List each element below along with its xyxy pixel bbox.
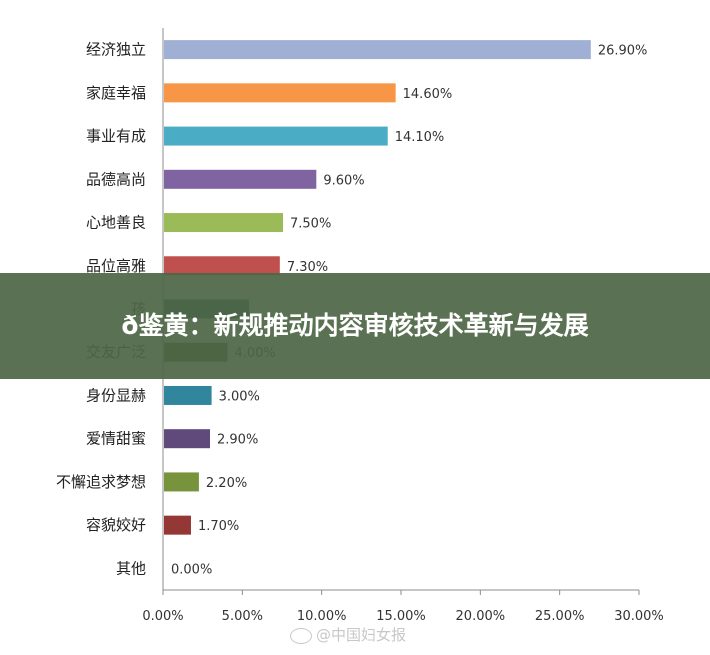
bar	[164, 472, 199, 492]
category-label: 事业有成	[86, 127, 146, 145]
x-tick-label: 10.00%	[297, 609, 347, 624]
bar	[164, 169, 317, 189]
category-label: 身份显赫	[86, 386, 146, 404]
banner-title: ð鉴黄：新规推动内容审核技术革新与发展	[121, 311, 589, 340]
category-label: 不懈追求梦想	[56, 473, 146, 491]
bar	[164, 385, 212, 405]
bar	[164, 126, 388, 146]
x-tick-label: 5.00%	[222, 609, 263, 624]
bar	[164, 83, 396, 103]
category-label: 容貌姣好	[86, 516, 146, 534]
x-tick-label: 15.00%	[376, 609, 426, 624]
category-label: 品德高尚	[86, 170, 146, 188]
category-label: 心地善良	[86, 214, 146, 232]
title-banner: ð鉴黄：新规推动内容审核技术革新与发展	[0, 273, 710, 379]
value-label: 9.60%	[323, 173, 364, 188]
category-label: 品位高雅	[86, 257, 146, 275]
value-label: 2.20%	[206, 476, 247, 491]
category-label: 家庭幸福	[86, 84, 146, 102]
watermark: @中国妇女报	[290, 624, 406, 645]
value-label: 14.10%	[395, 130, 445, 145]
value-label: 1.70%	[198, 519, 239, 534]
bar	[164, 256, 280, 276]
bar	[164, 515, 191, 535]
bar	[164, 213, 283, 233]
x-tick-label: 0.00%	[142, 609, 183, 624]
x-tick-label: 25.00%	[535, 609, 585, 624]
x-tick-label: 30.00%	[614, 609, 664, 624]
value-label: 7.50%	[290, 217, 331, 232]
value-label: 2.90%	[217, 433, 258, 448]
weibo-icon	[290, 627, 312, 644]
value-label: 7.30%	[287, 260, 328, 275]
category-label: 经济独立	[86, 41, 146, 59]
category-label: 爱情甜蜜	[86, 430, 146, 448]
value-label: 26.90%	[598, 44, 648, 59]
bar	[164, 40, 591, 60]
watermark-text: @中国妇女报	[316, 626, 407, 644]
category-label: 其他	[116, 559, 146, 577]
x-tick-label: 20.00%	[456, 609, 506, 624]
value-label: 14.60%	[403, 87, 453, 102]
value-label: 3.00%	[219, 389, 260, 404]
value-label: 0.00%	[171, 562, 212, 577]
bar	[164, 429, 211, 449]
